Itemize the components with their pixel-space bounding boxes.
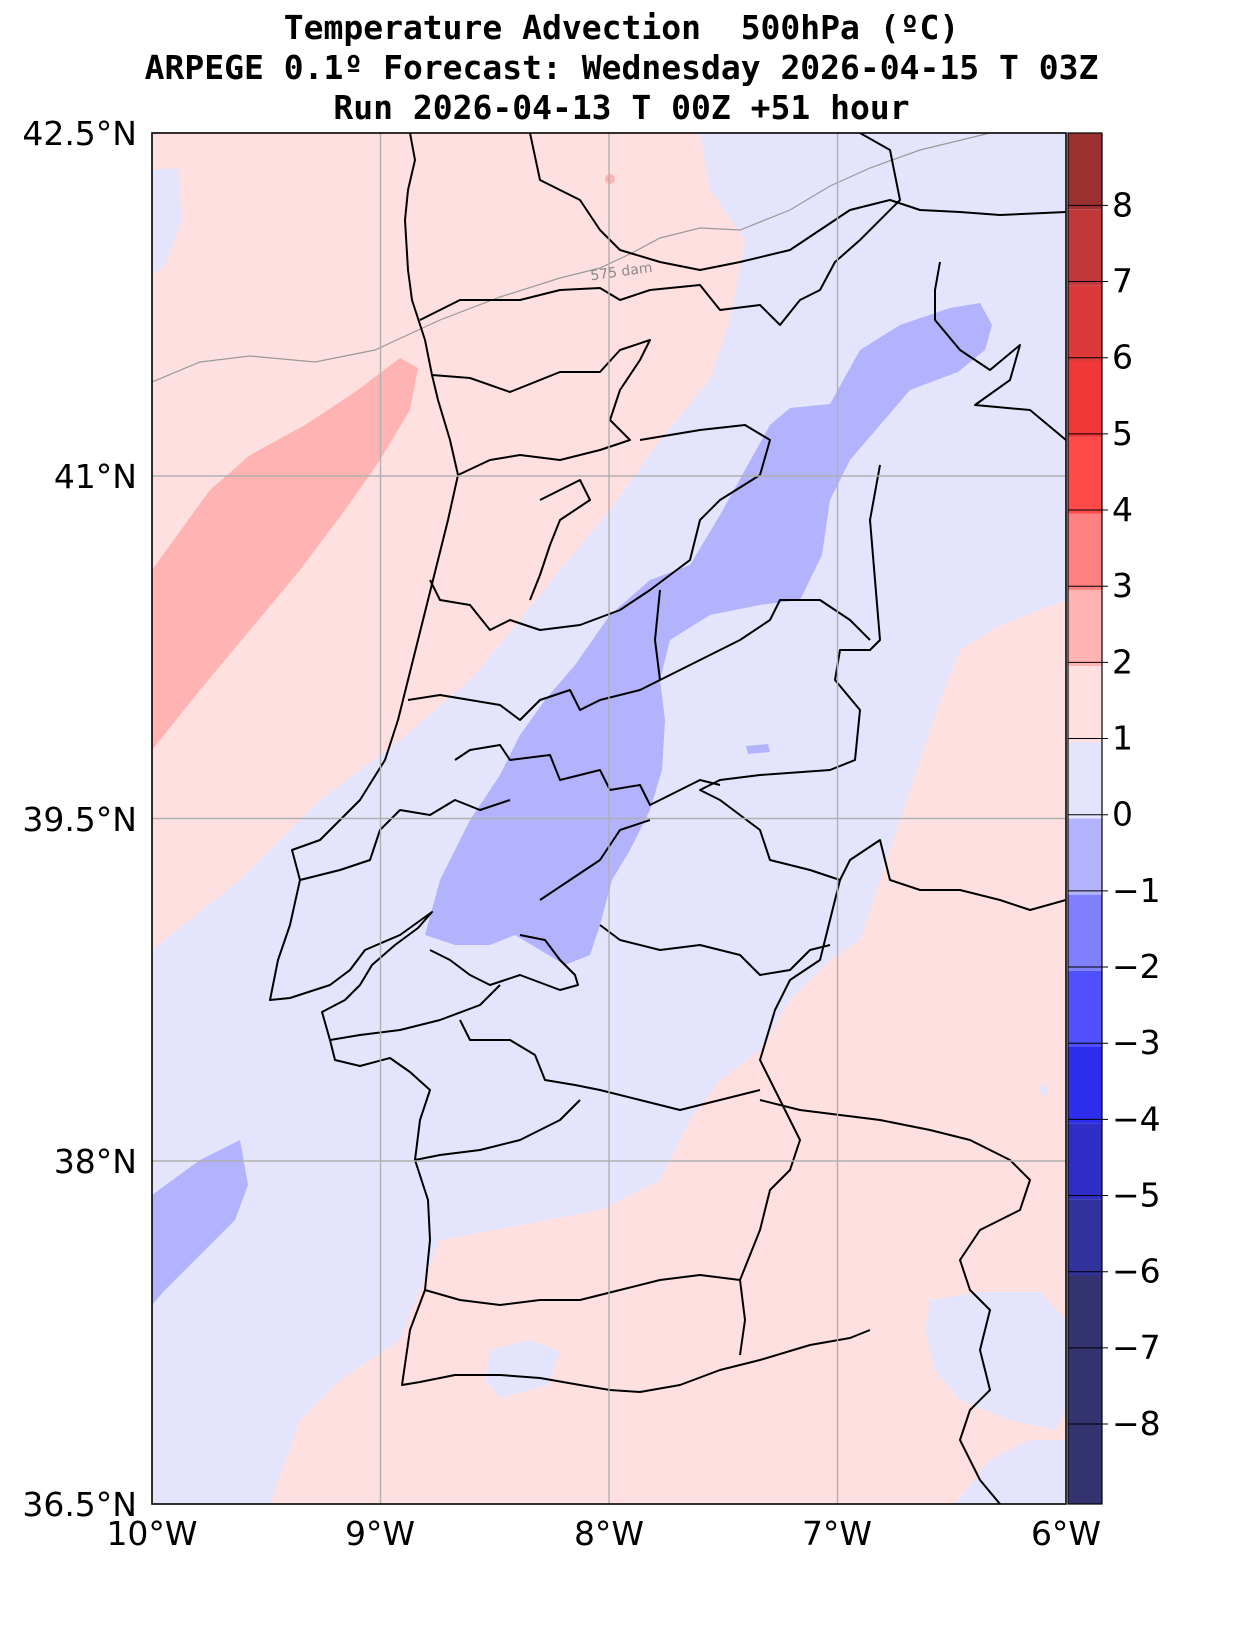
colorbar-band	[1068, 133, 1102, 210]
colorbar-tick-label: 1	[1112, 719, 1133, 758]
colorbar-tick-label: −7	[1112, 1328, 1161, 1367]
colorbar-band	[1068, 894, 1102, 971]
colorbar-band	[1068, 970, 1102, 1047]
colorbar-band	[1068, 1047, 1102, 1124]
colorbar-tick-label: 4	[1112, 490, 1133, 529]
title-line-3: Run 2026-04-13 T 00Z +51 hour	[333, 88, 910, 127]
colorbar-tick-label: −3	[1112, 1023, 1161, 1062]
colorbar-tick-label: −1	[1112, 871, 1161, 910]
colorbar-band	[1068, 666, 1102, 743]
colorbar-band	[1068, 1199, 1102, 1276]
colorbar-tick-label: 5	[1112, 414, 1133, 453]
lat-tick-36-5: 36.5°N	[22, 1485, 137, 1524]
map-frame	[151, 132, 1067, 1505]
colorbar-band	[1068, 590, 1102, 667]
lat-tick-41: 41°N	[54, 457, 137, 496]
colorbar-frame	[1067, 132, 1103, 1505]
coastline-portugal	[269, 133, 871, 1393]
field-negative-0-1-northwest-patch	[152, 168, 182, 275]
lon-axis: 10°W 9°W 8°W 7°W 6°W	[106, 1514, 1101, 1553]
colorbar	[1067, 132, 1108, 1505]
colorbar-tick-label: 0	[1112, 795, 1133, 834]
colorbar-tick-label: −2	[1112, 947, 1161, 986]
colorbar-tick-label: 3	[1112, 566, 1133, 605]
field-negative-1-2-small-patch	[746, 744, 770, 754]
field-negative-1-2-band	[425, 303, 992, 965]
colorbar-band	[1068, 818, 1102, 895]
title-line-2: ARPEGE 0.1º Forecast: Wednesday 2026-04-…	[144, 48, 1099, 87]
border-spain-portugal-north	[529, 133, 1066, 271]
title-line-1: Temperature Advection 500hPa (ºC)	[283, 8, 960, 47]
lon-tick-10w: 10°W	[106, 1514, 197, 1553]
borders	[269, 133, 1066, 1504]
colorbar-tick-label: −4	[1112, 1099, 1161, 1138]
colorbar-tick-label: 8	[1112, 185, 1133, 224]
field-negative-0-1-south-patch	[485, 1340, 560, 1398]
lon-tick-7w: 7°W	[802, 1514, 872, 1553]
lon-tick-6w: 6°W	[1031, 1514, 1101, 1553]
colorbar-tick-label: 7	[1112, 262, 1133, 301]
field-positive-1-2-ocean	[152, 358, 418, 750]
colorbar-labels: 8 7 6 5 4 3 2 1 0 −1 −2 −3 −4 −5 −6 −7 −8	[1112, 185, 1161, 1443]
colorbar-band	[1068, 513, 1102, 590]
field-negative-blob	[1040, 1084, 1048, 1096]
colorbar-band	[1068, 1123, 1102, 1200]
field-positive-blob	[605, 174, 615, 184]
map-title: Temperature Advection 500hPa (ºC) ARPEGE…	[0, 8, 1243, 128]
field-negative-1-2-southwest-patch	[152, 1140, 248, 1305]
colorbar-band	[1068, 437, 1102, 514]
colorbar-band	[1068, 742, 1102, 819]
field-negative-0-1-southeast-patch	[925, 1292, 1066, 1430]
lat-axis: 42.5°N 41°N 39.5°N 38°N 36.5°N	[22, 114, 137, 1524]
border-spain-portugal-east	[699, 261, 1066, 1356]
lat-tick-38: 38°N	[54, 1142, 137, 1181]
gridlines	[152, 133, 1066, 1504]
colorbar-band	[1068, 1275, 1102, 1504]
colorbar-tick-label: −5	[1112, 1176, 1161, 1215]
colorbar-band	[1068, 361, 1102, 438]
field-negative-0-1-bottom-right-patch	[955, 1440, 1066, 1504]
geopotential-contour-575	[152, 133, 991, 383]
district-borders	[299, 133, 1031, 1504]
lat-tick-42-5: 42.5°N	[22, 114, 137, 153]
colorbar-tick-label: −6	[1112, 1252, 1161, 1291]
colorbar-band	[1068, 285, 1102, 362]
colorbar-tick-label: 2	[1112, 642, 1133, 681]
colorbar-tick-label: 6	[1112, 338, 1133, 377]
colorbar-tick-label: −8	[1112, 1404, 1161, 1443]
lat-tick-39-5: 39.5°N	[22, 800, 137, 839]
lon-tick-9w: 9°W	[345, 1514, 415, 1553]
lon-tick-8w: 8°W	[574, 1514, 644, 1553]
colorbar-band	[1068, 209, 1102, 286]
